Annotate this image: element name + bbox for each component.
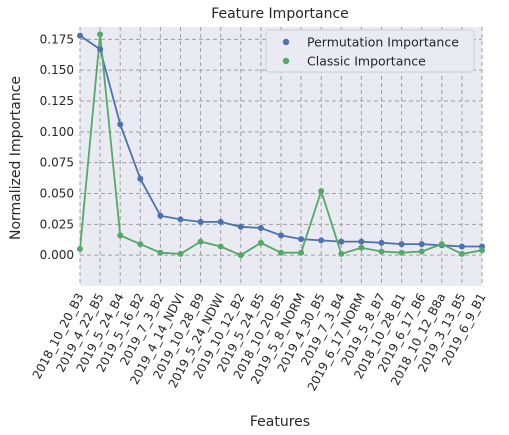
data-point xyxy=(398,241,405,248)
y-tick-labels: 0.000 0.025 0.050 0.075 0.100 0.125 0.150 0.175 xyxy=(40,32,74,262)
data-point xyxy=(318,237,325,244)
data-point xyxy=(237,223,244,230)
data-point xyxy=(278,249,284,256)
x-axis-label: Features xyxy=(250,414,310,430)
data-point xyxy=(458,250,465,257)
data-point xyxy=(177,250,184,257)
legend-label-permutation: Permutation Importance xyxy=(307,35,459,50)
data-point xyxy=(257,225,264,232)
legend-marker-permutation xyxy=(282,38,290,46)
data-point xyxy=(358,244,365,251)
legend-box xyxy=(265,29,475,73)
data-point xyxy=(418,248,425,255)
legend-marker-classic xyxy=(282,57,290,65)
y-tick-label: 0.025 xyxy=(40,217,74,231)
data-point xyxy=(378,239,385,246)
data-point xyxy=(137,241,144,248)
y-tick-label: 0.150 xyxy=(40,63,74,77)
data-point xyxy=(217,218,224,225)
data-point xyxy=(257,239,264,246)
data-point xyxy=(237,252,244,259)
data-point xyxy=(479,247,485,254)
y-tick-label: 0.050 xyxy=(40,187,74,201)
data-point xyxy=(177,216,184,223)
data-point xyxy=(97,46,104,53)
data-point xyxy=(398,249,405,256)
data-point xyxy=(97,31,104,38)
data-point xyxy=(338,250,345,257)
data-point xyxy=(77,32,83,39)
x-tick-labels: 2018_10_20_B32019_4_22_B52019_5_24_B4201… xyxy=(30,291,489,393)
data-point xyxy=(137,175,144,182)
data-point xyxy=(318,188,325,195)
y-tick-label: 0.075 xyxy=(40,156,74,170)
data-point xyxy=(438,241,445,248)
legend: Permutation Importance Classic Importanc… xyxy=(265,29,475,73)
data-point xyxy=(278,232,284,239)
legend-label-classic: Classic Importance xyxy=(307,54,426,69)
data-point xyxy=(157,249,164,256)
data-point xyxy=(117,121,124,128)
y-axis-label: Normalized Importance xyxy=(8,76,24,240)
data-point xyxy=(418,241,425,248)
data-point xyxy=(217,243,224,250)
data-point xyxy=(197,218,204,225)
y-tick-label: 0.175 xyxy=(40,32,74,46)
chart-title: Feature Importance xyxy=(211,6,349,22)
data-point xyxy=(157,212,164,219)
data-point xyxy=(197,238,204,245)
data-point xyxy=(358,238,365,245)
y-tick-label: 0.000 xyxy=(40,248,74,262)
data-point xyxy=(117,232,124,239)
data-point xyxy=(458,243,465,250)
data-point xyxy=(338,238,345,245)
y-tick-label: 0.125 xyxy=(40,94,74,108)
series-points xyxy=(77,31,485,259)
data-point xyxy=(77,246,83,252)
data-point xyxy=(378,248,385,255)
y-tick-label: 0.100 xyxy=(40,125,74,139)
data-point xyxy=(298,249,305,256)
data-point xyxy=(298,236,305,243)
